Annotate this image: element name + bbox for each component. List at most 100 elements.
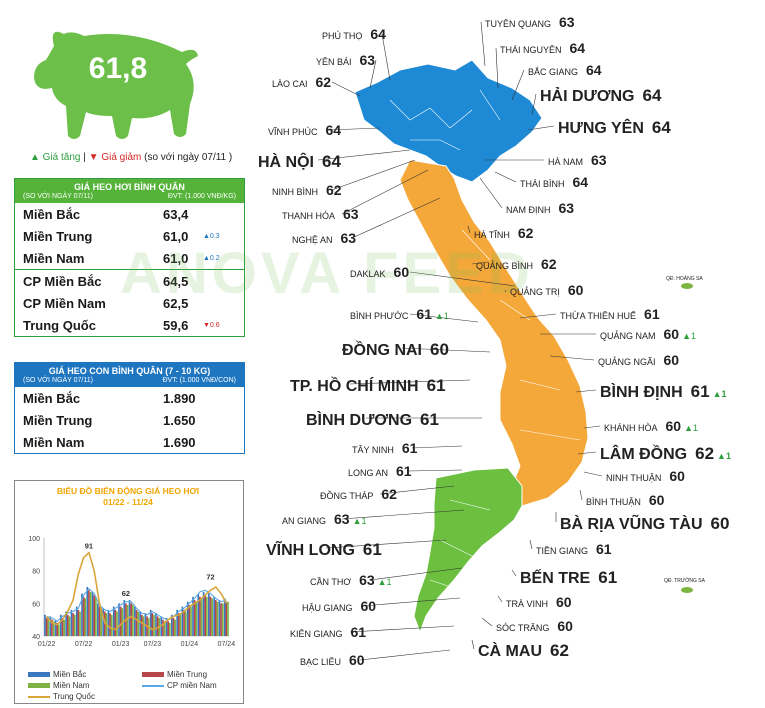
province-price: 61 [598,568,618,587]
chart-bar [193,600,196,636]
chart-bar [52,621,55,636]
province-price: 64 [586,62,602,78]
province-name: BẮC GIANG [528,67,579,77]
chart-bar [172,618,175,636]
live-price-row: Trung Quốc 59,6 ▼0.6 [15,314,244,336]
province-price: 62 [695,444,715,463]
leader-line [331,81,361,97]
leader-line [527,125,555,131]
chart-legend-item: CP miền Nam [142,681,217,690]
leader-line [407,469,463,472]
chart-bar [75,606,78,636]
province-price: 60 [430,340,449,359]
province-name: BÌNH THUẬN [586,497,641,507]
province-label: NINH THUẬN 60 [606,468,685,484]
province-name: ĐỒNG THÁP [320,491,374,501]
chart-x-tick: 07/22 [75,641,93,648]
chart-title: BIỂU ĐỒ BIẾN ĐỘNG GIÁ HEO HƠI [56,486,200,496]
piglet-price-table: GIÁ HEO CON BÌNH QUÂN (7 - 10 KG) (SO VỚ… [14,362,245,454]
chart-bar [184,611,187,636]
province-price: 61 [426,376,446,395]
chart-bar [142,616,145,636]
live-hog-price-table: GIÁ HEO HƠI BÌNH QUÂN (SO VỚI NGÀY 07/11… [14,178,245,337]
map-region-south [413,467,523,634]
leader-line [361,597,461,607]
province-label: QUẢNG NAM 60 ▲1 [600,326,696,342]
live-table-sub-right: ĐVT: (1.000 VNĐ/KG) [167,193,236,200]
chart-bar [54,619,57,636]
price-chart-frame [14,480,244,704]
province-label: HÀ NAM 63 [548,152,607,168]
piglet-table-sub-right: ĐVT: (1.000 VNĐ/CON) [162,377,236,384]
province-price: 60 [648,492,665,508]
leader-line [351,197,441,239]
chart-bar [139,611,141,636]
chart-bar [200,598,203,636]
leader-line [495,47,499,89]
province-label: VĨNH PHÚC 64 [268,122,341,138]
leader-line [504,289,507,293]
chart-data-label: 72 [206,573,214,582]
chart-bar [186,601,189,636]
chart-x-tick: 01/24 [181,641,199,648]
leader-line [494,171,517,183]
chart-bar [190,606,192,636]
chart-legend-item: Miền Trung [142,670,207,679]
province-name: HƯNG YÊN [558,120,644,137]
leader-line [549,355,595,361]
leader-line [325,539,447,549]
piglet-price-price: 1.650 [163,412,196,428]
live-price-region: Trung Quốc [23,317,96,333]
chart-bar [65,611,67,636]
province-price: 61 [596,541,612,557]
province-label: LÂM ĐỒNG 62 ▲1 [600,444,731,464]
leader-line [529,539,533,550]
province-price: 60 [349,652,365,668]
chart-bar [60,614,62,636]
chart-x-tick: 07/23 [144,641,162,648]
leader-line [577,451,597,455]
province-price: 62 [517,225,534,241]
province-name: TIỀN GIANG [536,546,589,556]
chart-bar [176,609,178,636]
leader-line [583,471,603,477]
province-name: AN GIANG [282,516,327,526]
vietnam-map [317,21,693,661]
province-label: VĨNH LONG 61 [266,540,382,560]
chart-bar [169,622,171,636]
chart-y-tick: 80 [32,569,40,576]
leader-line [511,569,517,577]
province-label: QUẢNG NGÃI 60 [598,352,679,368]
legend-up: ▲ Giá tăng [30,152,81,163]
province-label: ĐỒNG THÁP 62 [320,486,397,502]
province-label: BẾN TRE 61 [520,568,617,588]
province-name: QUẢNG NAM [600,331,656,341]
province-name: BÀ RỊA VŨNG TÀU [560,516,703,533]
island-truongsa [681,587,693,593]
pig-icon [34,31,198,139]
province-label: AN GIANG 63 ▲1 [282,511,367,527]
chart-bar [153,614,155,636]
province-change: ▲1 [377,577,392,587]
chart-bar [89,591,92,636]
leader-line [511,69,525,101]
province-label: KIÊN GIANG 61 [290,624,366,640]
chart-x-tick: 01/23 [112,641,130,648]
leader-line [481,617,493,627]
chart-bar [112,606,115,636]
chart-bar [213,596,215,636]
legend-swatch [28,683,50,688]
leader-line [497,595,503,603]
province-price: 64 [651,118,671,137]
chart-bar [149,609,152,636]
province-price: 63 [591,152,607,168]
province-change: ▲1 [684,423,699,433]
chart-legend-item: Miền Nam [28,681,89,690]
province-price: 62 [541,256,557,272]
chart-bar [211,598,213,636]
chart-x-tick: 07/24 [218,641,236,648]
chart-bar [140,614,143,636]
province-name: LÂM ĐỒNG [600,446,688,463]
province-name: HẢI DƯƠNG [540,88,635,105]
province-name: QUẢNG BÌNH [476,261,534,271]
